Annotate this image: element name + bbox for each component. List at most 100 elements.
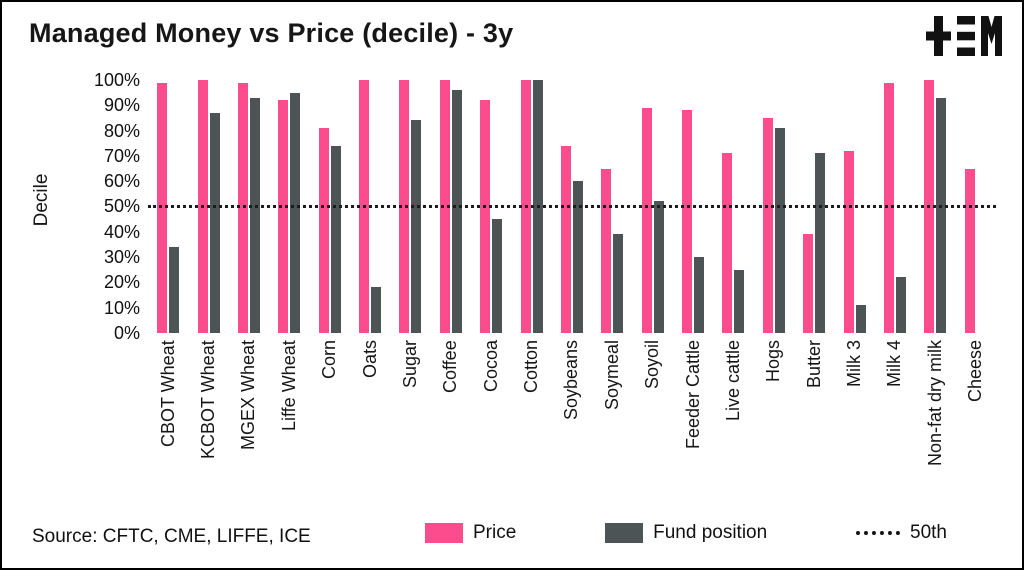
bar-price-hogs — [762, 117, 773, 333]
legend-label-fund-position: Fund position — [653, 522, 768, 543]
legend-item-price: Price — [425, 522, 516, 544]
x-slot-oats: Oats — [350, 340, 390, 520]
x-slot-feeder-cattle: Feeder Cattle — [673, 340, 713, 520]
legend-swatch-fund-position — [605, 523, 644, 543]
x-axis-label-cheese: Cheese — [965, 340, 986, 403]
x-axis-label-non-fat-dry-milk: Non-fat dry milk — [924, 340, 945, 467]
bar-fund-position-soyoil — [653, 201, 664, 333]
bar-price-soyoil — [641, 107, 652, 333]
x-axis-label-oats: Oats — [359, 340, 380, 379]
bar-group-soybeans — [552, 80, 592, 333]
bar-fund-position-oats — [371, 287, 382, 333]
bar-fund-position-non-fat-dry-milk — [936, 97, 947, 333]
x-axis-label-soymeal: Soymeal — [601, 340, 622, 411]
bar-price-soybeans — [560, 145, 571, 333]
legend-item-fund-position: Fund position — [605, 522, 767, 544]
bar-price-cbot-wheat — [157, 82, 168, 333]
bar-fund-position-feeder-cattle — [694, 257, 705, 333]
y-tick-label-60: 60% — [103, 171, 140, 192]
x-slot-milk-4: Milk 4 — [875, 340, 915, 520]
y-tick-label-100: 100% — [93, 70, 140, 90]
x-slot-kcbot-wheat: KCBOT Wheat — [188, 340, 228, 520]
x-axis-label-cotton: Cotton — [521, 340, 542, 394]
bar-price-corn — [318, 128, 329, 333]
x-axis-label-corn: Corn — [319, 340, 340, 380]
bar-price-liffe-wheat — [278, 100, 289, 333]
legend: Price Fund position 50th — [425, 522, 947, 544]
x-axis-label-kcbot-wheat: KCBOT Wheat — [198, 340, 219, 459]
x-slot-cbot-wheat: CBOT Wheat — [148, 340, 188, 520]
bar-group-live-cattle — [713, 80, 753, 333]
legend-swatch-price — [425, 523, 463, 543]
bar-price-butter — [803, 234, 814, 333]
x-axis-label-liffe-wheat: Liffe Wheat — [278, 340, 299, 431]
x-axis-label-coffee: Coffee — [440, 340, 461, 393]
source-text: Source: CFTC, CME, LIFFE, ICE — [32, 526, 311, 547]
x-axis-label-mgex-wheat: MGEX Wheat — [238, 340, 259, 451]
bar-fund-position-soybeans — [572, 181, 583, 333]
x-slot-soybeans: Soybeans — [552, 340, 592, 520]
x-axis-label-milk-4: Milk 4 — [884, 340, 905, 388]
legend-item-50th: 50th — [856, 522, 947, 544]
bar-group-soyoil — [633, 80, 673, 333]
bar-fund-position-coffee — [451, 90, 462, 333]
bar-price-mgex-wheat — [237, 82, 248, 333]
x-slot-cheese: Cheese — [956, 340, 996, 520]
x-slot-soymeal: Soymeal — [592, 340, 632, 520]
y-axis-ticks: 100% 90% 80% 70% 60% 50% 40% 30% 20% 10% 0% — [60, 71, 140, 342]
x-slot-corn: Corn — [310, 340, 350, 520]
x-axis-label-hogs: Hogs — [763, 340, 784, 383]
x-slot-non-fat-dry-milk: Non-fat dry milk — [915, 340, 955, 520]
bar-price-cheese — [964, 168, 975, 333]
bar-price-milk-3 — [843, 150, 854, 333]
bar-fund-position-milk-4 — [895, 277, 906, 333]
bar-fund-position-mgex-wheat — [249, 97, 260, 333]
x-axis-label-cbot-wheat: CBOT Wheat — [157, 340, 178, 447]
bar-group-mgex-wheat — [229, 80, 269, 333]
x-slot-butter: Butter — [794, 340, 834, 520]
bar-price-feeder-cattle — [682, 110, 693, 333]
bar-fund-position-hogs — [774, 128, 785, 333]
bar-fund-position-soymeal — [613, 234, 624, 333]
chart-title: Managed Money vs Price (decile) - 3y — [29, 18, 514, 48]
tem-logo — [926, 16, 1002, 56]
bar-fund-position-milk-3 — [855, 305, 866, 333]
x-slot-hogs: Hogs — [754, 340, 794, 520]
bar-group-soymeal — [592, 80, 632, 333]
bar-fund-position-cocoa — [492, 219, 503, 333]
x-axis-label-milk-3: Milk 3 — [844, 340, 865, 388]
x-slot-milk-3: Milk 3 — [834, 340, 874, 520]
bar-fund-position-live-cattle — [734, 269, 745, 333]
bar-group-cbot-wheat — [148, 80, 188, 333]
bar-fund-position-butter — [815, 153, 826, 333]
y-tick-label-20: 20% — [103, 272, 140, 293]
x-slot-cotton: Cotton — [511, 340, 551, 520]
x-slot-coffee: Coffee — [431, 340, 471, 520]
bar-fund-position-cbot-wheat — [169, 246, 180, 333]
x-slot-mgex-wheat: MGEX Wheat — [229, 340, 269, 520]
bar-price-soymeal — [601, 168, 612, 333]
x-axis-label-soyoil: Soyoil — [642, 340, 663, 390]
plot-area — [148, 80, 996, 333]
x-slot-cocoa: Cocoa — [471, 340, 511, 520]
legend-dotted-line-icon — [856, 531, 900, 535]
bar-group-feeder-cattle — [673, 80, 713, 333]
bar-price-cocoa — [480, 100, 491, 333]
x-axis-label-sugar: Sugar — [399, 340, 420, 389]
bar-fund-position-kcbot-wheat — [209, 112, 220, 333]
bar-group-milk-3 — [834, 80, 874, 333]
y-tick-label-0: 0% — [113, 322, 140, 343]
x-axis-label-feeder-cattle: Feeder Cattle — [682, 340, 703, 450]
bar-fund-position-sugar — [411, 120, 422, 333]
bar-group-cocoa — [471, 80, 511, 333]
y-tick-label-90: 90% — [103, 95, 140, 116]
bar-group-corn — [310, 80, 350, 333]
x-slot-sugar: Sugar — [390, 340, 430, 520]
bar-fund-position-liffe-wheat — [290, 92, 301, 333]
y-tick-label-40: 40% — [103, 221, 140, 242]
y-tick-label-50: 50% — [103, 196, 140, 217]
x-axis-label-cocoa: Cocoa — [480, 340, 501, 393]
x-axis-label-soybeans: Soybeans — [561, 340, 582, 421]
y-axis-title: Decile — [31, 173, 52, 227]
